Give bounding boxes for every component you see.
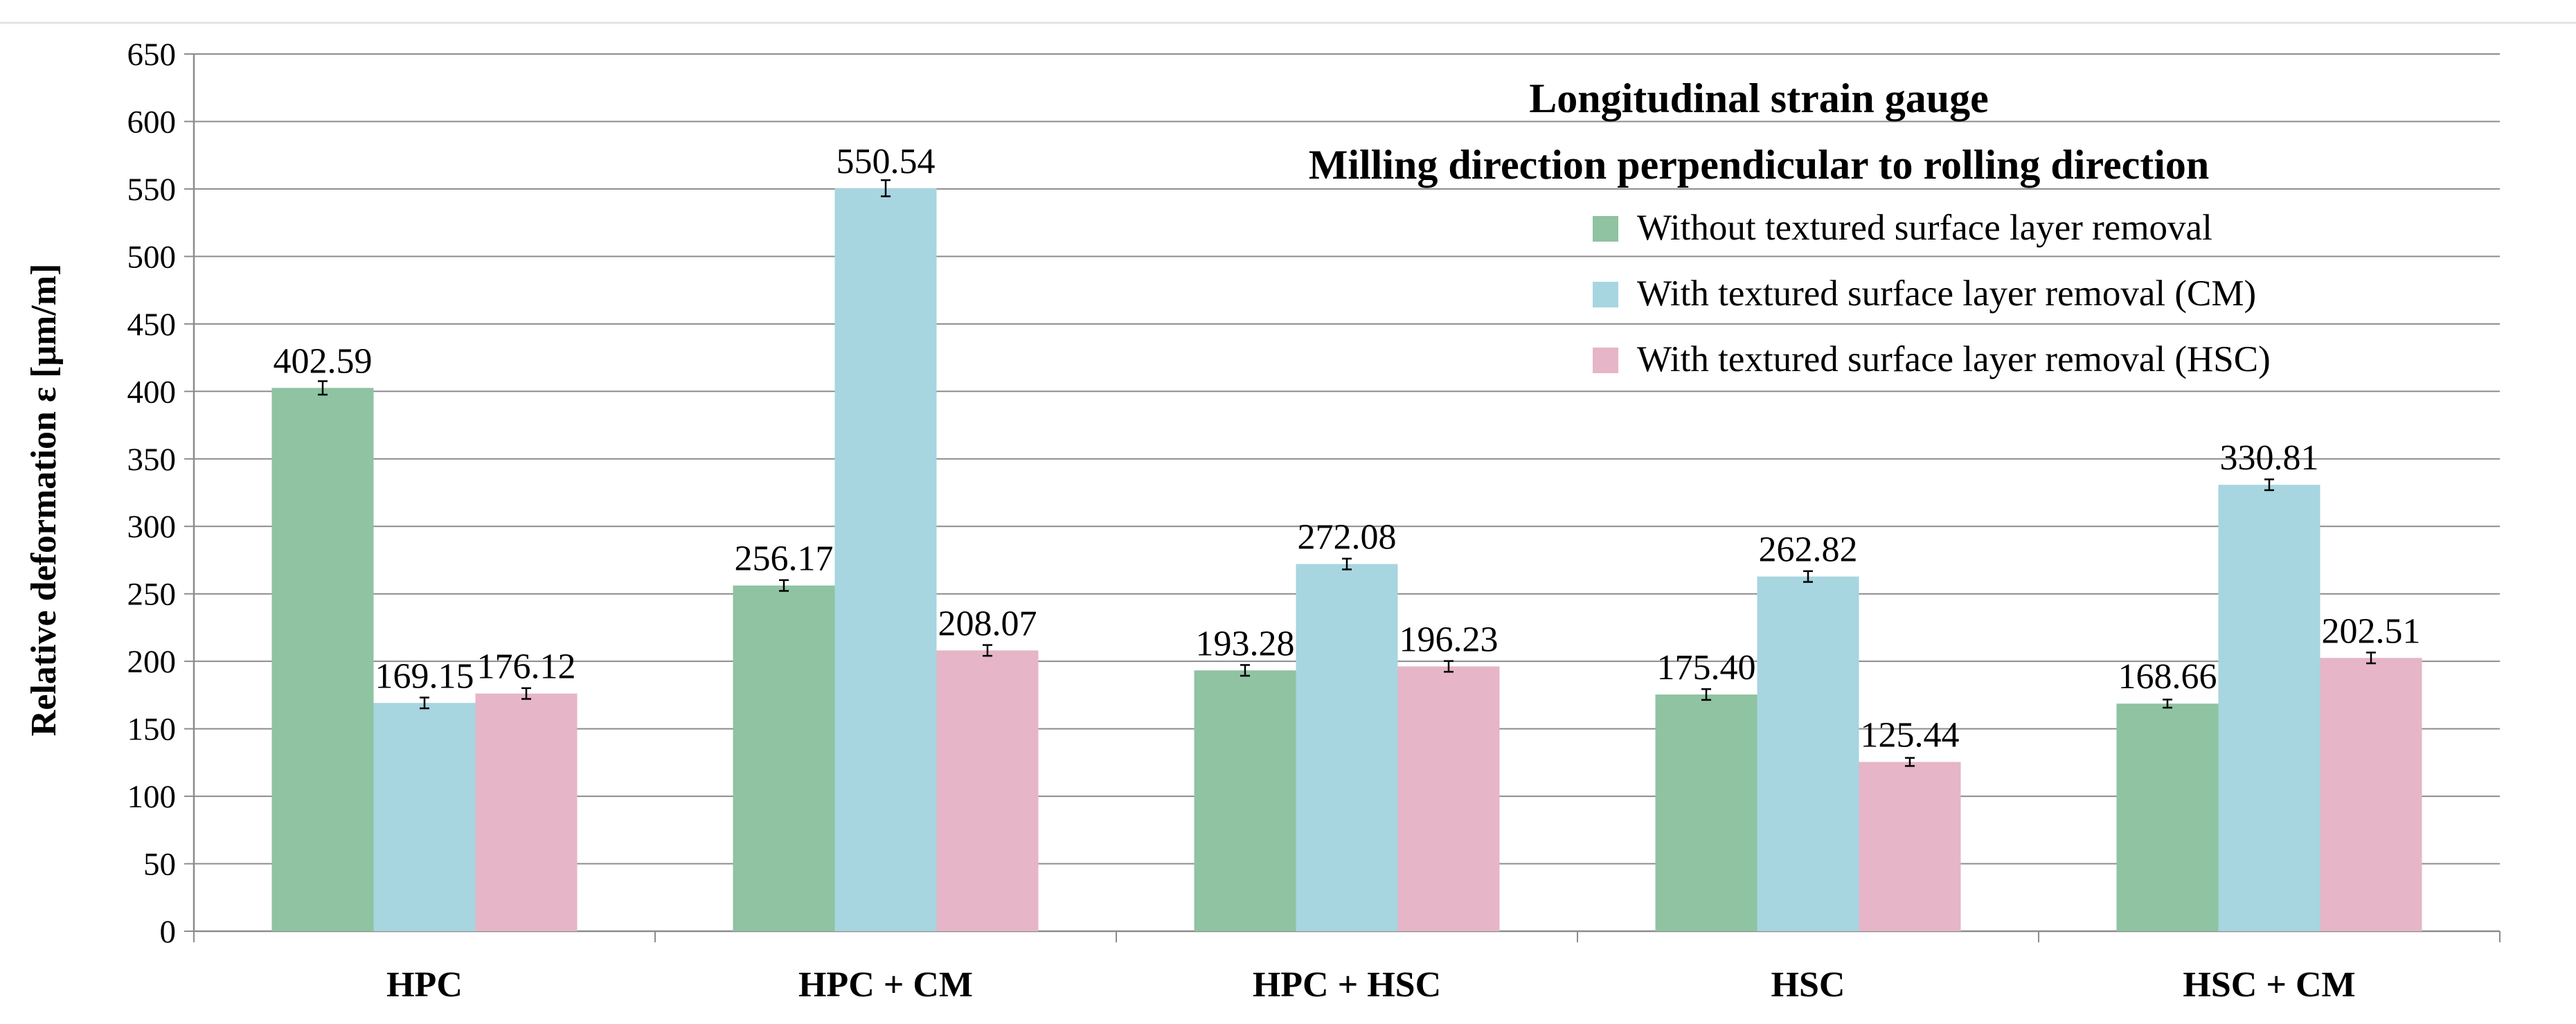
bar [2116,703,2219,931]
chart-title: Longitudinal strain gauge [1529,75,1989,121]
y-tick-label: 450 [127,307,177,343]
y-tick-label: 650 [127,37,177,73]
y-tick-label: 400 [127,374,177,410]
legend-swatch [1593,282,1618,307]
y-tick-label: 250 [127,577,177,613]
x-category-label: HSC [1771,965,1845,1005]
data-label: 272.08 [1298,518,1397,557]
bar [1655,694,1757,931]
bar [1859,762,1961,931]
data-label: 196.23 [1399,620,1499,660]
bar [1397,666,1500,931]
y-tick-label: 100 [127,779,177,815]
data-label: 125.44 [1861,715,1960,755]
data-label: 193.28 [1196,624,1295,663]
data-label: 256.17 [735,539,834,579]
y-tick-label: 50 [143,847,176,883]
y-tick-label: 600 [127,104,177,140]
y-tick-label: 150 [127,712,177,748]
legend-label: Without textured surface layer removal [1637,208,2212,248]
y-axis-label: Relative deformation ε [μm/m] [24,264,64,737]
legend-label: With textured surface layer removal (CM) [1637,273,2256,314]
bar [373,703,476,931]
bar [2218,485,2320,931]
data-label: 168.66 [2118,657,2217,697]
x-category-label: HPC + HSC [1253,965,1441,1005]
y-tick-label: 0 [160,914,177,950]
chart-subtitle: Milling direction perpendicular to rolli… [1309,142,2210,188]
bar [271,388,374,931]
bar [1757,576,1859,931]
data-label: 330.81 [2220,438,2319,478]
data-label: 402.59 [274,341,373,381]
bar [834,188,937,931]
bar [1194,670,1296,931]
bar [936,650,1039,931]
data-label: 208.07 [938,604,1037,643]
titles: Longitudinal strain gauge Milling direct… [1309,75,2210,188]
bar [2320,658,2422,931]
x-category-label: HPC [386,965,463,1005]
y-tick-label: 300 [127,509,177,545]
bar [475,693,578,931]
x-category-label: HSC + CM [2183,965,2355,1005]
legend: Without textured surface layer removal Wi… [1593,208,2271,379]
bars [271,179,2422,931]
bar [733,585,835,931]
data-labels: 402.59 256.17 193.28 175.40 168.66 169.15 550.… [274,142,2421,755]
y-tick-label: 550 [127,172,177,208]
data-label: 176.12 [477,647,576,687]
data-label: 202.51 [2322,611,2421,651]
data-label: 175.40 [1657,648,1756,688]
y-tick-label: 200 [127,644,177,680]
x-category-label: HPC + CM [798,965,973,1005]
legend-swatch [1593,216,1618,242]
legend-label: With textured surface layer removal (HSC… [1637,339,2271,379]
bar [1296,564,1398,931]
y-tick-label: 500 [127,239,177,275]
y-tick-label: 350 [127,442,177,478]
data-label: 262.82 [1759,530,1858,570]
data-label: 550.54 [837,142,936,181]
legend-swatch [1593,348,1618,373]
data-label: 169.15 [375,656,474,696]
